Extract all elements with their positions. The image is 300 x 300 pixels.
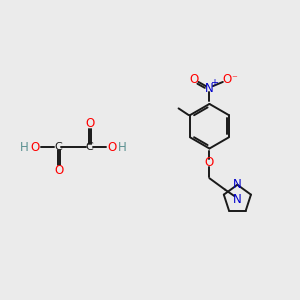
Text: O: O	[31, 140, 40, 154]
Text: O: O	[205, 156, 214, 169]
Text: O: O	[189, 73, 199, 86]
Text: C: C	[85, 142, 93, 152]
Text: ⁻: ⁻	[231, 75, 237, 85]
Text: N: N	[233, 178, 242, 191]
Text: O: O	[223, 73, 232, 86]
Text: H: H	[20, 140, 29, 154]
Text: C: C	[54, 142, 62, 152]
Text: O: O	[107, 140, 116, 154]
Text: H: H	[118, 140, 127, 154]
Text: O: O	[85, 117, 95, 130]
Text: +: +	[211, 77, 218, 88]
Text: N: N	[233, 193, 242, 206]
Text: O: O	[54, 164, 64, 177]
Text: N: N	[205, 82, 214, 95]
